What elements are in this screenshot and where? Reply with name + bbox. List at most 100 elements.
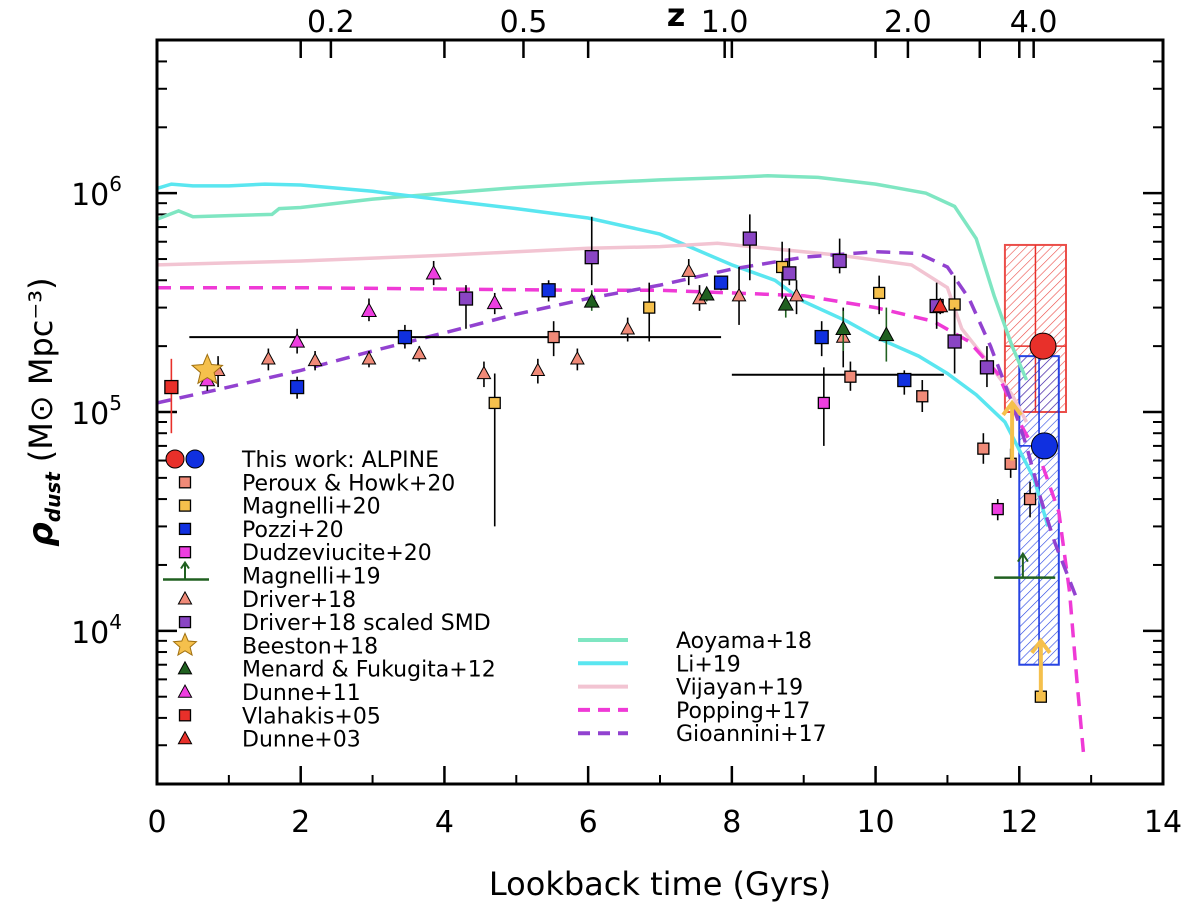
legend-label: Vijayan+19 [676,676,803,701]
marker-triangle [731,287,747,302]
y-axis-symbol: ρ [21,522,61,546]
model-line [157,249,1079,600]
marker-square [178,499,192,512]
marker-square [397,329,413,345]
marker-triangle [620,320,636,335]
y-tick-base: 10 [71,178,109,213]
marker-square [814,329,829,345]
legend-label: Dudzeviucite+20 [242,541,432,566]
x-tick-label: 12 [1000,805,1038,840]
svg-text:ρdust(M⊙ Mpc⁻³): ρdust (M⊙ Mpc⁻³) [21,277,65,546]
legend-label: This work: ALPINE [241,448,439,473]
top-tick-label: 1.0 [701,5,749,40]
marker-square [979,360,995,375]
marker-star [190,353,224,385]
marker-triangle [289,332,306,348]
top-axis-title: z [667,0,686,34]
legend-label: Driver+18 scaled SMD [242,611,491,636]
legend-label: Peroux & Howk+20 [242,471,455,496]
model-line [157,182,1050,527]
legend-label: Menard & Fukugita+12 [242,658,496,683]
legend-label: Vlahakis+05 [242,704,381,729]
legend-label: Beeston+18 [242,634,378,659]
marker-triangle [177,660,193,675]
model-line [157,174,1029,381]
legend-label: Dunne+11 [242,681,361,706]
marker-triangle [878,326,895,342]
marker-square [832,253,847,269]
y-tick-exponent: 6 [109,172,122,196]
marker-triangle [932,297,949,313]
marker-triangle [307,352,323,367]
legend-label: Gioannini+17 [676,722,827,747]
marker-circle [1030,432,1058,460]
x-tick-label: 4 [435,805,454,840]
marker-square [947,334,962,349]
y-axis-subscript: dust [41,471,65,522]
marker-square [916,390,929,403]
marker-square [458,291,474,306]
x-tick-label: 8 [722,805,741,840]
marker-triangle [260,350,276,365]
legend-label: Magnelli+19 [242,565,381,590]
marker-triangle [411,345,427,360]
marker-square [742,231,757,246]
top-tick-label: 2.0 [884,5,932,40]
marker-square [1023,492,1037,506]
marker-triangle [569,350,585,365]
marker-square [164,379,179,395]
marker-square [541,283,556,298]
marker-triangle [486,294,503,310]
marker-square [991,502,1004,516]
marker-square [817,396,830,410]
marker-triangle [835,320,852,335]
marker-triangle [425,264,442,280]
x-tick-label: 10 [856,805,894,840]
y-tick-label: 106 [71,172,122,213]
marker-circle [185,449,205,469]
x-tick-label: 2 [291,805,310,840]
marker-square [178,615,192,629]
marker-square [547,330,560,344]
marker-square [178,546,192,559]
marker-square [178,476,192,489]
plot-area [157,174,1086,759]
y-tick-label: 104 [71,610,122,651]
marker-triangle [177,730,193,745]
x-tick-label: 14 [1144,805,1182,840]
y-axis-units: (M⊙ Mpc⁻³) [22,277,60,462]
y-tick-label: 105 [71,391,122,432]
marker-square [713,275,729,290]
marker-square [178,522,192,536]
marker-square [488,396,501,410]
y-tick-exponent: 5 [109,391,122,415]
legend-label: Popping+17 [676,699,810,724]
marker-square [643,301,656,314]
marker-triangle [789,287,804,302]
marker-star [172,632,198,657]
marker-circle [165,449,185,469]
plot-frame [155,38,1165,786]
marker-triangle [476,365,492,380]
marker-triangle [583,292,600,308]
y-tick-base: 10 [71,397,109,432]
marker-circle [1029,332,1057,360]
top-tick-label: 0.5 [500,5,548,40]
x-tick-label: 6 [579,805,598,840]
legend-label: Driver+18 [242,588,356,613]
y-tick-base: 10 [71,616,109,651]
x-tick-label: 0 [147,805,166,840]
legend-label: Aoyama+18 [676,629,812,654]
legend-label: Magnelli+20 [242,495,381,520]
y-tick-exponent: 4 [109,610,122,634]
lower-limit-arrowhead [1030,637,1052,655]
marker-triangle [177,590,193,605]
model-line [157,241,1029,423]
marker-triangle [698,285,715,301]
marker-square [782,266,797,281]
marker-triangle [681,263,697,277]
marker-square [873,286,886,300]
legend-label: Li+19 [676,652,741,677]
